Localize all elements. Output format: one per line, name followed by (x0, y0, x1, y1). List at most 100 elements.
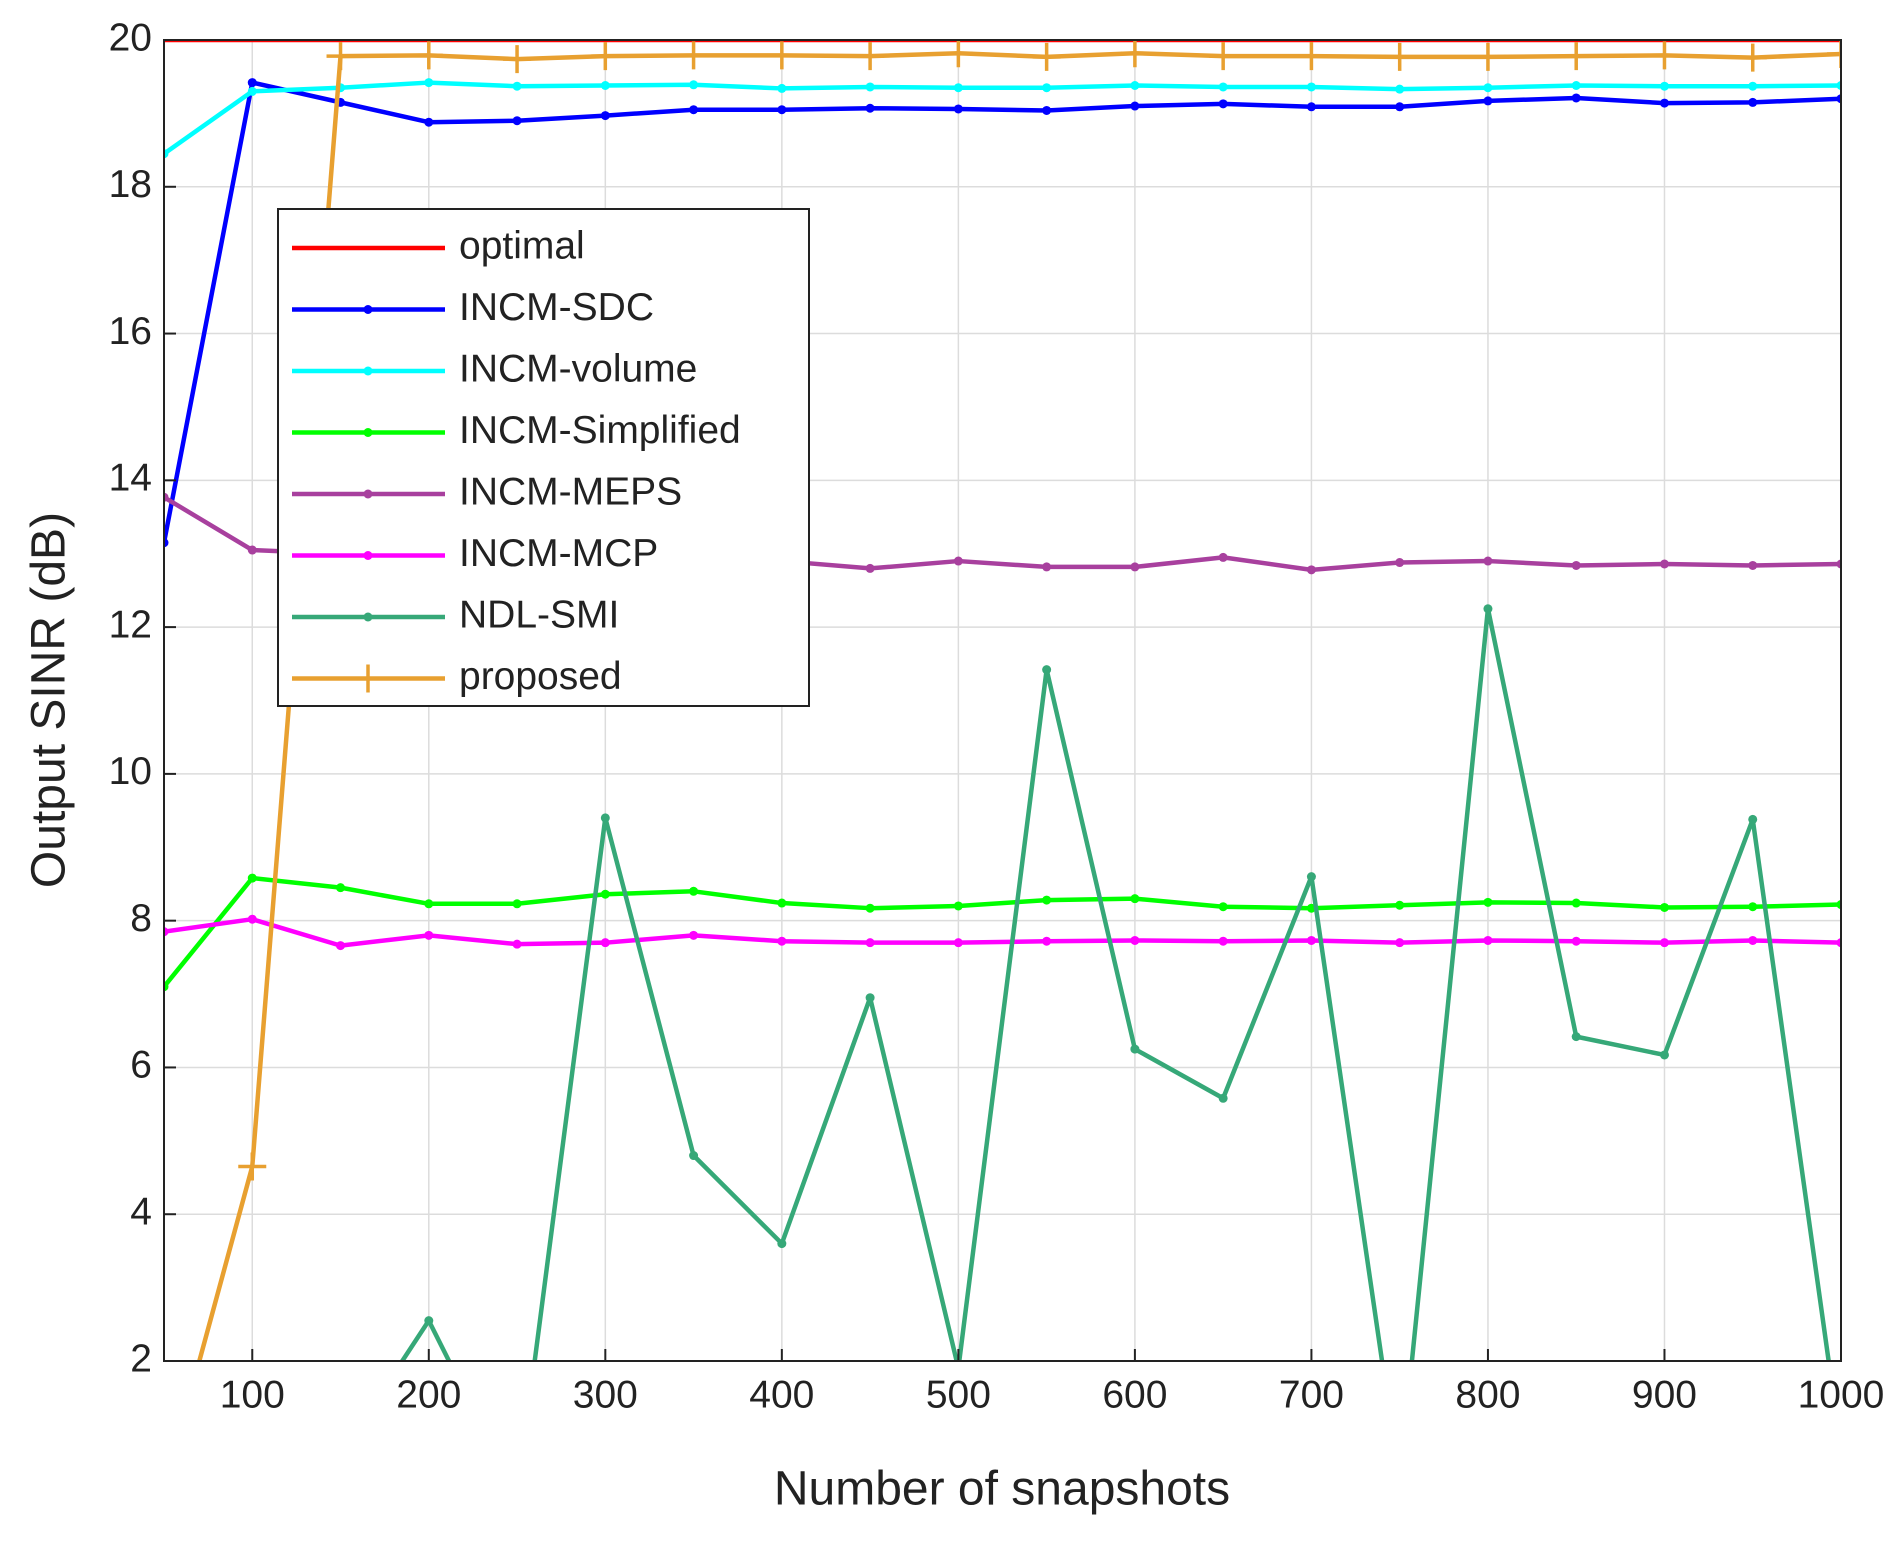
point (1571, 93, 1581, 103)
point (1297, 42, 1326, 71)
point (238, 1152, 267, 1181)
x-tick-label: 600 (1102, 1373, 1167, 1416)
point (160, 1467, 169, 1476)
series-line (164, 916, 1841, 948)
point (777, 898, 787, 908)
x-tick-label: 500 (926, 1373, 991, 1416)
point (1395, 900, 1405, 910)
point (247, 545, 257, 555)
point (1659, 1050, 1669, 1060)
point (1209, 42, 1238, 71)
x-tick-label: 200 (396, 1373, 461, 1416)
point (1748, 902, 1758, 912)
point (424, 78, 434, 88)
point (1836, 559, 1841, 569)
legend-marker (363, 551, 373, 560)
x-tick-label: 300 (573, 1373, 638, 1416)
point (164, 927, 169, 937)
point (1395, 102, 1405, 112)
point (1120, 40, 1149, 68)
point (1571, 560, 1581, 570)
point (777, 936, 787, 946)
point (600, 938, 610, 948)
x-axis-label: Number of snapshots (774, 1463, 1230, 1516)
point (865, 563, 875, 573)
legend: optimal INCM-SDC INCM-volume INCM-Simplifie… (277, 208, 810, 707)
point (1218, 902, 1228, 912)
point (1395, 1478, 1404, 1487)
point (1218, 552, 1228, 562)
point (414, 41, 443, 70)
point (1306, 872, 1316, 882)
legend-label: INCM-MCP (459, 532, 658, 575)
point (1306, 82, 1316, 92)
point (600, 81, 610, 91)
legend-marker (363, 366, 373, 376)
y-tick-label: 6 (130, 1044, 152, 1087)
point (1659, 559, 1669, 569)
legend-label: optimal (459, 224, 585, 267)
point (1130, 1044, 1140, 1054)
point (1650, 41, 1679, 70)
point (1483, 96, 1493, 106)
point (164, 149, 169, 159)
point (865, 103, 875, 113)
legend-label: INCM-SDC (459, 286, 654, 329)
series-line (164, 875, 1841, 989)
legend-marker (363, 489, 373, 499)
point (512, 81, 522, 91)
point (1395, 938, 1405, 948)
y-tick-label: 10 (109, 750, 152, 793)
point (689, 886, 699, 896)
point (1042, 936, 1052, 946)
point (424, 1316, 434, 1326)
point (1130, 562, 1140, 572)
point (164, 538, 169, 548)
point (777, 1239, 787, 1249)
point (1218, 99, 1228, 109)
x-tick-label: 700 (1279, 1373, 1344, 1416)
x-tick-label: 900 (1632, 1373, 1697, 1416)
point (1571, 81, 1581, 91)
point (1395, 558, 1405, 568)
point (1306, 102, 1316, 112)
point (767, 41, 796, 70)
point (689, 105, 699, 115)
point (150, 1477, 178, 1505)
y-tick-label: 20 (109, 16, 152, 59)
point (1483, 83, 1493, 93)
point (1042, 895, 1052, 905)
point (1218, 936, 1228, 946)
point (1130, 81, 1140, 91)
point (326, 42, 355, 71)
point (1473, 42, 1502, 71)
point (679, 41, 708, 70)
point (1738, 43, 1767, 72)
point (1042, 665, 1052, 675)
point (953, 901, 963, 911)
legend-label: INCM-MEPS (459, 470, 682, 513)
y-tick-label: 8 (130, 897, 152, 940)
point (512, 116, 522, 126)
point (856, 42, 885, 71)
series-line (164, 80, 1841, 156)
point (689, 1151, 699, 1161)
point (1659, 98, 1669, 108)
point (1306, 935, 1316, 945)
point (247, 873, 257, 883)
legend-marker (363, 612, 373, 622)
point (424, 899, 434, 909)
point (1836, 94, 1841, 104)
point (1562, 42, 1591, 71)
point (1042, 83, 1052, 93)
point (336, 883, 346, 893)
point (1659, 81, 1669, 91)
point (1837, 1445, 1846, 1454)
point (1042, 562, 1052, 572)
point (1748, 560, 1758, 570)
y-tick-label: 18 (109, 163, 152, 206)
y-tick-label: 16 (109, 310, 152, 353)
y-tick-label: 12 (109, 603, 152, 646)
point (164, 492, 169, 502)
point (1130, 101, 1140, 111)
